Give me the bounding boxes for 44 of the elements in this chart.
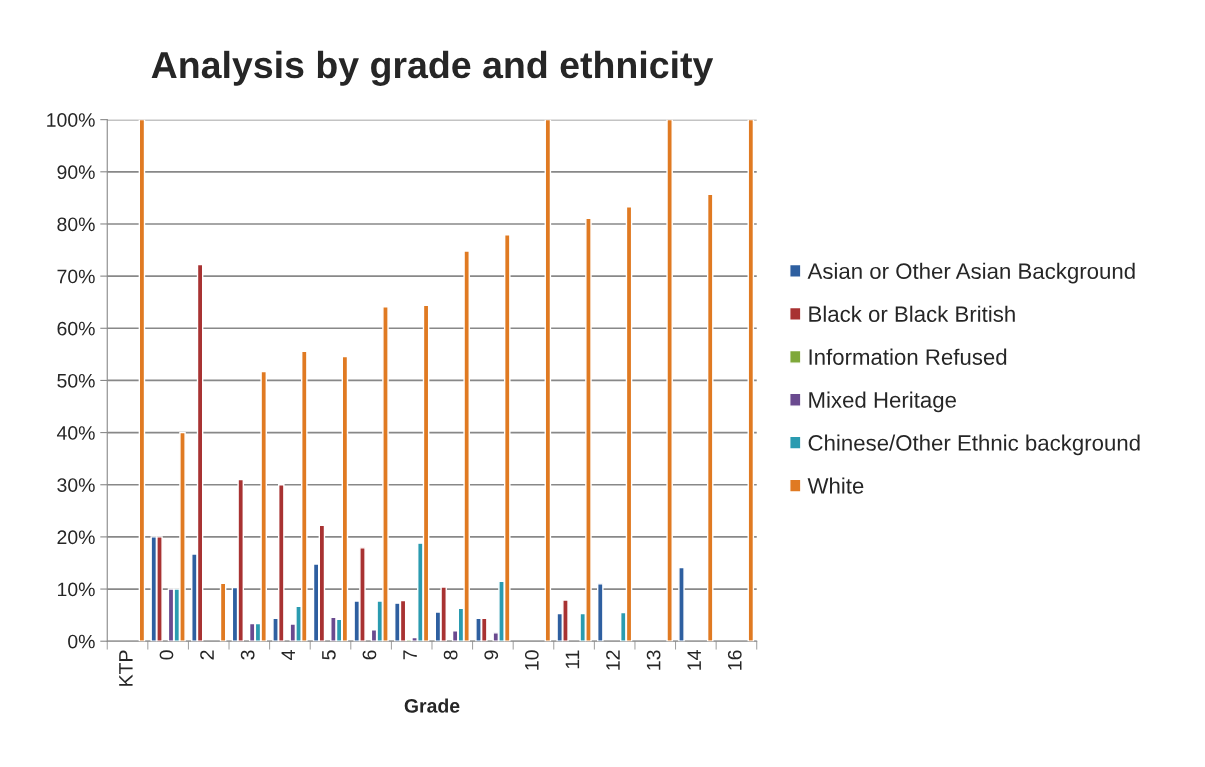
bar — [678, 566, 685, 642]
x-tick-label: 2 — [200, 650, 214, 660]
y-tick-label: 100% — [47, 113, 95, 127]
legend-label: Chinese/Other Ethnic background — [808, 434, 1140, 456]
x-tick-label: 10 — [524, 650, 539, 670]
x-tick-label: 8 — [443, 650, 458, 660]
legend-label: White — [807, 477, 864, 494]
bar — [219, 582, 227, 642]
x-tick-label: 12 — [606, 650, 620, 670]
chart-title: Analysis by grade and ethnicity — [151, 50, 714, 86]
y-tick-label: 50% — [57, 373, 95, 388]
y-tick-label: 40% — [56, 426, 95, 440]
bar — [248, 622, 256, 642]
y-tick-label: 30% — [57, 478, 95, 492]
y-tick-label: 80% — [57, 217, 95, 232]
y-tick-label: 90% — [57, 165, 95, 180]
x-tick-label: 6 — [362, 650, 377, 660]
x-tick-label: 0 — [159, 650, 174, 660]
legend-label: Information Refused — [809, 348, 1007, 365]
x-tick-label: 9 — [484, 650, 499, 660]
x-tick-label: 11 — [565, 650, 580, 669]
y-tick-label: 0% — [68, 634, 95, 649]
bar — [747, 119, 755, 642]
x-tick-label: 4 — [281, 650, 295, 660]
x-tick-label: 14 — [687, 650, 701, 670]
x-axis-title: Grade — [404, 698, 460, 713]
bar — [706, 193, 714, 642]
legend-label: Asian or Other Asian Background — [807, 262, 1135, 284]
x-tick-label: 5 — [322, 650, 336, 660]
y-tick-label: 20% — [57, 530, 95, 545]
x-tick-label: 7 — [403, 650, 417, 660]
x-tick-label: 13 — [646, 650, 661, 670]
bar — [138, 119, 146, 642]
bar — [544, 119, 552, 642]
y-tick-label: 10% — [58, 582, 95, 597]
y-tick-label: 60% — [57, 321, 95, 336]
y-tick-label: 70% — [57, 269, 95, 284]
x-tick-label: 3 — [240, 650, 255, 660]
x-tick-label: 16 — [727, 650, 742, 670]
x-tick-label: KTP — [119, 650, 133, 686]
legend-label: Mixed Heritage — [809, 391, 956, 413]
bar — [666, 119, 673, 642]
bar — [597, 583, 604, 642]
legend-label: Black or Black British — [809, 305, 1015, 322]
